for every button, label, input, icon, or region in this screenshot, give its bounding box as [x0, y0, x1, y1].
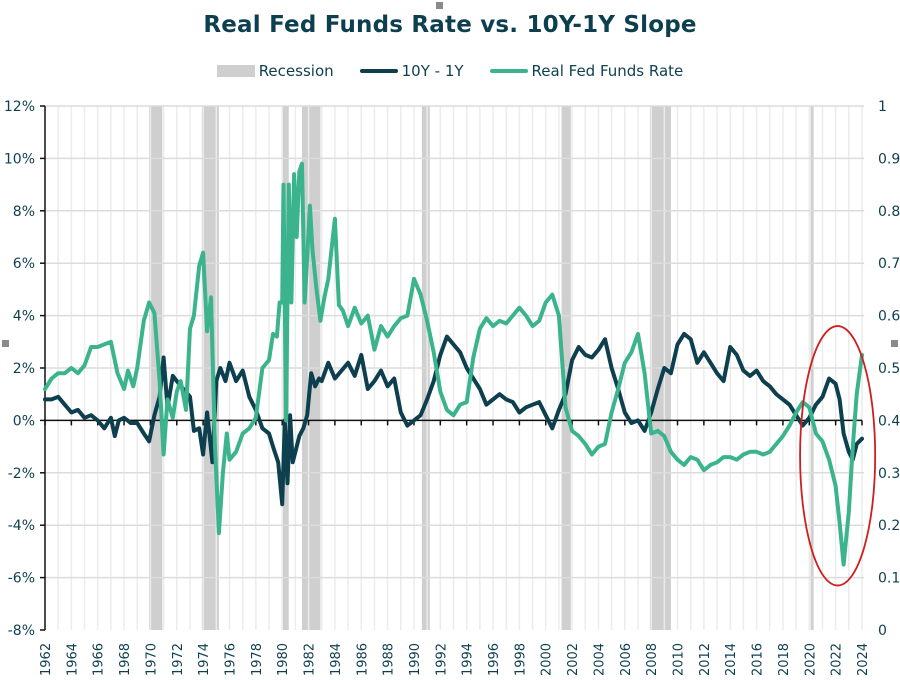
y-tick-label: 4%: [13, 309, 35, 325]
y2-tick-label: 0.4: [878, 413, 900, 429]
legend-item-recession: Recession: [216, 62, 334, 80]
y2-tick-label: 1: [878, 99, 887, 115]
x-tick-label: 1992: [434, 643, 449, 676]
x-tick-label: 1982: [303, 643, 318, 676]
legend-label-recession: Recession: [258, 62, 334, 80]
annotations: [799, 325, 877, 587]
x-tick-label: 1986: [355, 643, 370, 676]
y-tick-label: 12%: [4, 99, 35, 115]
legend-label-slope: 10Y - 1Y: [401, 62, 464, 80]
x-tick-label: 2012: [698, 643, 713, 676]
legend-item-real-ffr: Real Fed Funds Rate: [489, 62, 684, 80]
x-tick-label: 2018: [777, 643, 792, 676]
x-tick-label: 2002: [566, 643, 581, 676]
x-tick-label: 2000: [540, 643, 555, 676]
legend-swatch-slope: [359, 69, 398, 73]
y-tick-label: -2%: [8, 466, 35, 482]
y-tick-label: 10%: [4, 151, 35, 167]
y2-tick-label: 0.2: [878, 518, 900, 534]
highlight-ellipse: [799, 325, 877, 587]
x-tick-label: 2004: [592, 643, 607, 676]
y-tick-label: 0%: [13, 413, 35, 429]
series-line-real-fed-funds-rate: [43, 161, 864, 567]
y-tick-label: -4%: [8, 518, 35, 534]
horizontal-gridlines: [45, 105, 864, 579]
x-tick-label: 1964: [65, 643, 80, 676]
x-tick-label: 2016: [751, 643, 766, 676]
selection-handle-top: [436, 2, 443, 9]
y2-tick-label: 0.5: [878, 361, 900, 377]
chart-title: Real Fed Funds Rate vs. 10Y-1Y Slope: [203, 12, 697, 38]
selection-handle-left: [2, 340, 9, 347]
y-tick-label: 2%: [13, 361, 35, 377]
y-tick-label: 6%: [13, 256, 35, 272]
x-tick-label: 2020: [803, 643, 818, 676]
x-tick-label: 2022: [830, 643, 845, 676]
legend: Recession 10Y - 1Y Real Fed Funds Rate: [0, 62, 900, 80]
x-tick-label: 1996: [487, 643, 502, 676]
series-line-10y-1y: [43, 331, 864, 507]
x-tick-label: 1970: [144, 643, 159, 676]
y2-tick-label: 0.1: [878, 571, 900, 587]
x-tick-label: 2014: [724, 643, 739, 676]
y-tick-label: -8%: [8, 623, 35, 639]
y2-tick-label: 0: [878, 623, 887, 639]
legend-swatch-real-ffr: [489, 69, 528, 73]
y2-tick-label: 0.6: [878, 309, 900, 325]
legend-item-slope: 10Y - 1Y: [359, 62, 464, 80]
x-tick-label: 1994: [461, 643, 476, 676]
x-tick-label: 1984: [329, 643, 344, 676]
x-tick-label: 1962: [39, 643, 54, 676]
x-tick-label: 1976: [223, 643, 238, 676]
y2-tick-label: 0.7: [878, 256, 900, 272]
x-tick-label: 1998: [513, 643, 528, 676]
x-tick-label: 2010: [672, 643, 687, 676]
x-tick-label: 1972: [171, 643, 186, 676]
x-tick-label: 2008: [645, 643, 660, 676]
tick-labels: 12% 10% 8% 6% 4% 2% 0% -2% -4% -6% -8% 1 0.9 0.8 0.7 0.…: [4, 99, 900, 676]
x-tick-label: 1990: [408, 643, 423, 676]
x-tick-label: 2006: [619, 643, 634, 676]
y2-tick-label: 0.3: [878, 466, 900, 482]
y-tick-label: -6%: [8, 571, 35, 587]
x-tick-label: 2024: [856, 643, 871, 676]
legend-label-real-ffr: Real Fed Funds Rate: [531, 62, 684, 80]
x-tick-label: 1988: [382, 643, 397, 676]
x-tick-label: 1966: [92, 643, 107, 676]
selection-handle-right: [891, 340, 898, 347]
x-tick-label: 1980: [276, 643, 291, 676]
y2-tick-label: 0.9: [878, 151, 900, 167]
y-tick-label: 8%: [13, 204, 35, 220]
series-lines: [43, 161, 864, 567]
y2-tick-label: 0.8: [878, 204, 900, 220]
x-tick-label: 1974: [197, 643, 212, 676]
x-tick-label: 1978: [250, 643, 265, 676]
legend-swatch-recession: [216, 65, 255, 77]
x-tick-label: 1968: [118, 643, 133, 676]
